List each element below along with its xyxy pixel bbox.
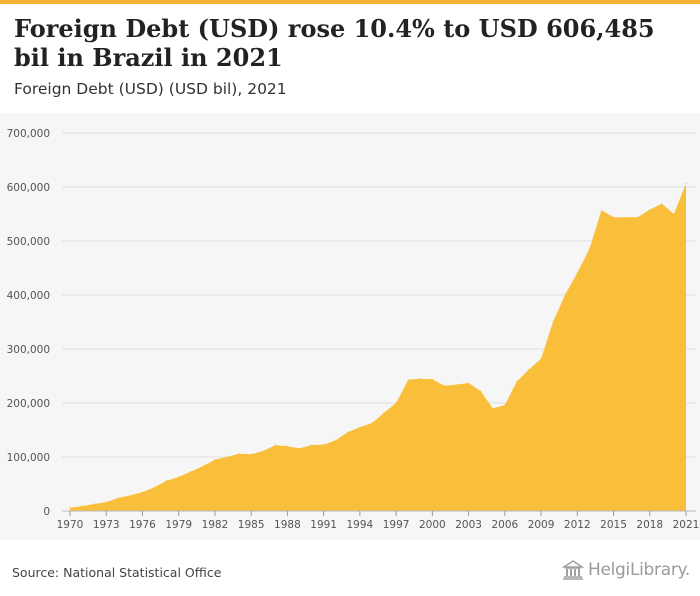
data-point — [153, 486, 156, 488]
chart-subtitle: Foreign Debt (USD) (USD bil), 2021 — [14, 80, 287, 98]
data-point — [274, 444, 276, 446]
y-tick-label: 200,000 — [7, 398, 50, 410]
area-chart: 0 100,000 200,000 300,000 400,000 500,000 600,… — [7, 128, 700, 531]
data-point — [588, 248, 590, 250]
data-point — [528, 368, 530, 371]
y-axis: 0 100,000 200,000 300,000 400,000 500,000 600,… — [7, 128, 50, 518]
data-point — [359, 426, 361, 428]
x-axis: 1970 1973 1976 1979 1982 1985 1988 1991 1994 1997… — [57, 510, 700, 531]
data-point — [117, 497, 119, 499]
y-tick-label: 0 — [43, 506, 50, 518]
x-tick-label: 2012 — [564, 519, 591, 531]
x-tick-label: 1970 — [57, 519, 84, 531]
x-tick-label: 1973 — [93, 519, 120, 531]
data-point — [238, 453, 240, 455]
data-point — [492, 407, 494, 409]
x-tick-label: 1994 — [347, 519, 374, 531]
data-point — [443, 385, 446, 387]
x-tick-label: 2009 — [528, 519, 555, 531]
data-point — [129, 494, 131, 496]
data-point — [455, 384, 458, 386]
data-point — [166, 480, 168, 482]
data-point — [504, 404, 506, 406]
data-point — [81, 505, 83, 507]
top-accent-bar — [0, 0, 700, 4]
y-tick-label: 300,000 — [7, 344, 50, 356]
data-point — [310, 444, 313, 446]
grid-lines — [62, 132, 696, 458]
data-point — [552, 320, 554, 323]
data-point — [480, 390, 482, 392]
footer: Source: National Statistical Office Helg… — [0, 540, 700, 596]
data-point — [516, 380, 518, 382]
data-point — [419, 378, 421, 380]
data-point — [93, 503, 95, 505]
data-point — [190, 470, 192, 473]
data-point — [649, 209, 651, 211]
x-tick-label: 2018 — [636, 519, 663, 531]
data-point — [202, 465, 204, 467]
x-tick-label: 1997 — [383, 519, 410, 531]
data-point — [262, 450, 264, 452]
data-point — [335, 439, 337, 441]
data-point — [467, 382, 470, 384]
x-tick-label: 2000 — [419, 519, 446, 531]
x-tick-label: 1985 — [238, 519, 265, 531]
x-tick-label: 2006 — [491, 519, 518, 531]
y-tick-label: 500,000 — [7, 236, 50, 248]
library-building-icon — [561, 560, 584, 580]
data-point — [407, 379, 409, 381]
page-title: Foreign Debt (USD) rose 10.4% to USD 606… — [14, 14, 655, 72]
data-point — [141, 491, 144, 493]
x-tick-label: 2021 — [673, 519, 700, 531]
data-point — [576, 272, 578, 274]
data-point — [612, 216, 615, 218]
x-tick-label: 1988 — [274, 519, 301, 531]
x-tick-label: 1991 — [310, 519, 337, 531]
y-tick-label: 100,000 — [7, 452, 50, 464]
area-series — [70, 183, 686, 511]
x-tick-label: 1976 — [129, 519, 156, 531]
data-point — [395, 402, 397, 404]
data-point — [383, 412, 385, 414]
data-point — [178, 476, 180, 478]
data-point — [347, 431, 349, 433]
data-point — [637, 216, 639, 218]
brand-logo: HelgiLibrary. — [561, 560, 690, 580]
data-point — [540, 358, 542, 360]
x-tick-label: 1979 — [165, 519, 192, 531]
data-point — [685, 182, 687, 185]
x-tick-label: 2003 — [455, 519, 482, 531]
y-tick-label: 400,000 — [7, 290, 50, 302]
data-point — [564, 293, 566, 296]
data-point — [625, 216, 627, 218]
y-tick-label: 700,000 — [7, 128, 50, 140]
series-area — [69, 182, 687, 511]
data-point — [250, 453, 252, 455]
x-tick-label: 1982 — [202, 519, 229, 531]
data-point — [431, 378, 433, 380]
source-note: Source: National Statistical Office — [12, 565, 222, 580]
data-point — [214, 459, 216, 461]
x-tick-label: 2015 — [600, 519, 627, 531]
data-point — [371, 422, 373, 424]
data-point — [661, 203, 663, 205]
data-point — [673, 213, 675, 215]
data-point — [323, 443, 325, 446]
y-tick-label: 600,000 — [7, 182, 50, 194]
data-point — [298, 447, 301, 449]
chart-panel: 0 100,000 200,000 300,000 400,000 500,000 600,… — [0, 113, 700, 540]
brand-text: HelgiLibrary. — [587, 560, 690, 580]
data-point — [105, 501, 107, 503]
data-point — [226, 456, 228, 458]
data-point — [286, 445, 289, 447]
data-point — [600, 209, 603, 211]
data-point — [69, 507, 71, 509]
